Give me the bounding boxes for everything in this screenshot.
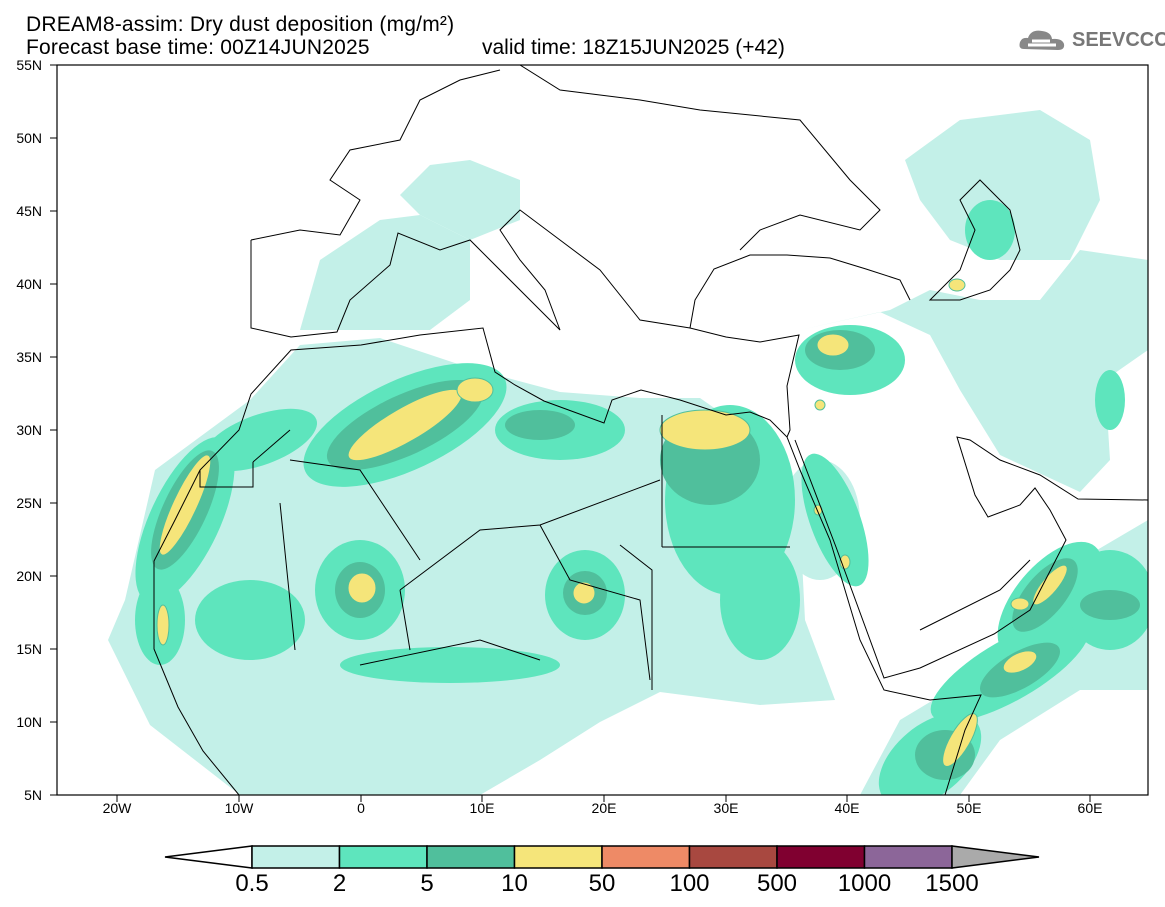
lat-label: 45N: [16, 203, 42, 219]
colorbar-box: [338, 845, 428, 869]
lon-label: 10W: [224, 800, 254, 816]
cloud-icon: [1019, 30, 1065, 50]
lat-label: 40N: [16, 276, 42, 292]
lon-label: 0: [357, 800, 365, 816]
lat-label: 55N: [16, 57, 42, 73]
colorbar-box: [426, 845, 516, 869]
colorbar-label: 2: [332, 870, 347, 897]
colorbar-under-triangle: [164, 845, 253, 869]
colorbar-box: [776, 845, 866, 869]
lat-label: 20N: [16, 568, 42, 584]
colorbar-label: 10: [501, 870, 528, 897]
seevccc-logo: SEEVCCC: [1018, 27, 1165, 53]
colorbar-label: 1500: [925, 870, 979, 897]
colorbar-box: [688, 845, 778, 869]
lat-label: 50N: [16, 130, 42, 146]
forecast-base-time: Forecast base time: 00Z14JUN2025: [26, 36, 370, 59]
lon-label: 10E: [469, 800, 495, 816]
coastlines-borders: [153, 65, 1148, 795]
lat-label: 35N: [16, 349, 42, 365]
lat-label: 15N: [16, 641, 42, 657]
colorbar-label: 1000: [837, 870, 892, 897]
valid-time: valid time: 18Z15JUN2025 (+42): [482, 36, 785, 59]
lon-label: 60E: [1077, 800, 1103, 816]
lon-label: 20E: [591, 800, 617, 816]
lon-label: 20W: [102, 800, 132, 816]
colorbar-over-triangle: [951, 845, 1040, 869]
lon-label: 40E: [834, 800, 860, 816]
colorbar-box: [251, 845, 341, 869]
colorbar-box: [601, 845, 691, 869]
lat-label: 30N: [16, 422, 42, 438]
colorbar-label: 0.5: [235, 870, 269, 897]
dust-level-10-50: [156, 278, 1068, 767]
colorbar-label: 5: [420, 870, 434, 897]
dust-field: [108, 65, 1148, 795]
colorbar: [164, 845, 1040, 869]
colorbar-box: [863, 845, 953, 869]
lat-label: 5N: [24, 787, 42, 803]
lon-label: 50E: [956, 800, 982, 816]
lat-label: 10N: [16, 714, 42, 730]
map-title: DREAM8-assim: Dry dust deposition (mg/m²…: [26, 13, 455, 36]
axis-ticks: [50, 64, 1091, 802]
lat-label: 25N: [16, 495, 42, 511]
colorbar-label: 50: [588, 870, 616, 897]
colorbar-label: 100: [669, 870, 710, 897]
lon-label: 30E: [713, 800, 739, 816]
logo-text: SEEVCCC: [1072, 28, 1165, 51]
colorbar-label: 500: [756, 870, 798, 897]
colorbar-box: [513, 845, 603, 869]
